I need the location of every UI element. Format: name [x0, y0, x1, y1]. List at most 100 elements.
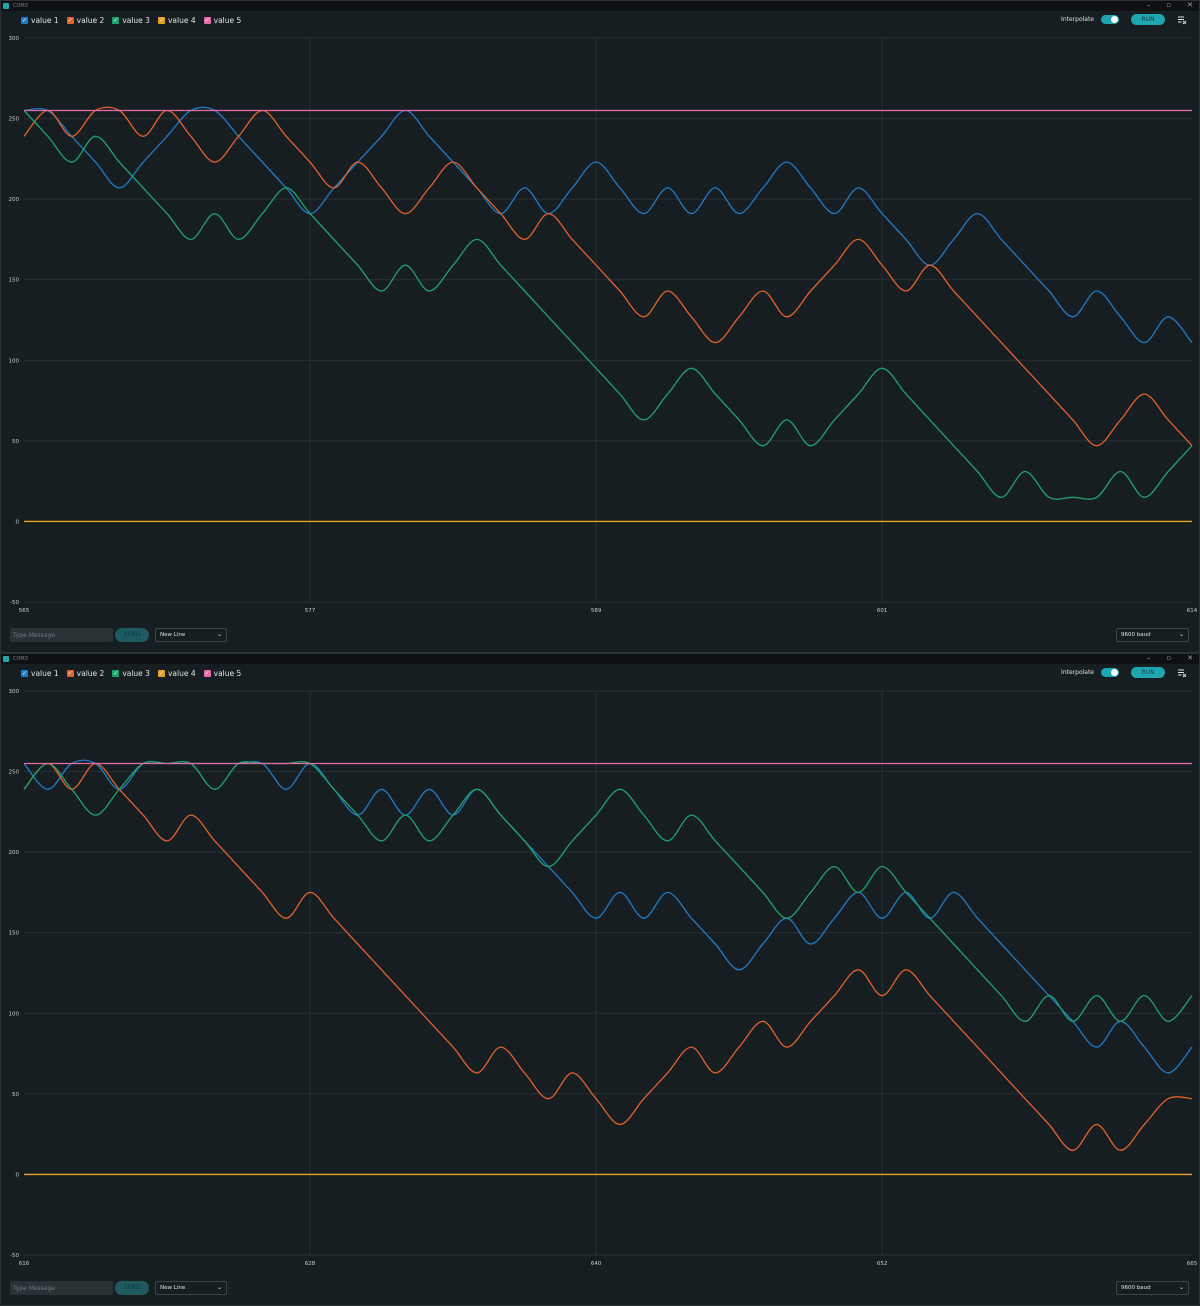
checkbox-icon: ✓ — [112, 17, 120, 24]
legend-label: value 1 — [31, 16, 59, 25]
send-button[interactable]: SEND — [115, 628, 149, 642]
chevron-down-icon: ⌄ — [216, 631, 222, 638]
title-bar: COM3 – ▫ ✕ — [1, 1, 1199, 11]
minimize-icon[interactable]: – — [1146, 654, 1151, 662]
baud-rate-value: 9600 baud — [1121, 1285, 1151, 1291]
legend-label: value 2 — [76, 16, 105, 25]
checkbox-icon: ✓ — [21, 670, 28, 677]
window-title: COM3 — [13, 3, 28, 9]
checkbox-icon: ✓ — [21, 17, 28, 24]
y-tick-label: 0 — [16, 519, 20, 525]
legend-label: value 2 — [76, 669, 105, 678]
y-tick-label: 150 — [9, 931, 20, 937]
legend-item-value-2[interactable]: ✓ value 2 — [66, 669, 105, 678]
checkbox-icon: ✓ — [112, 670, 120, 677]
window-title: COM3 — [13, 656, 28, 662]
close-icon[interactable]: ✕ — [1187, 654, 1193, 662]
baud-rate-select[interactable]: 9600 baud ⌄ — [1116, 628, 1189, 642]
message-input[interactable] — [10, 628, 113, 642]
close-icon[interactable]: ✕ — [1187, 1, 1193, 9]
y-tick-label: 300 — [9, 689, 20, 695]
series-line-value-1 — [23, 106, 1193, 344]
clear-output-icon[interactable] — [1177, 15, 1187, 25]
series-line-value-1 — [23, 759, 1193, 1074]
serial-plotter-window-1: COM3 – ▫ ✕ ✓ value 1 ✓ value 2 ✓ value 3 ✓ v… — [0, 0, 1200, 653]
baud-rate-select[interactable]: 9600 baud ⌄ — [1116, 1281, 1189, 1295]
bottom-bar: SEND New Line ⌄ 9600 baud ⌄ — [1, 626, 1199, 644]
checkbox-icon: ✓ — [203, 670, 211, 677]
legend-item-value-4[interactable]: ✓ value 4 — [157, 669, 196, 678]
series-line-value-3 — [23, 110, 1193, 500]
checkbox-icon: ✓ — [66, 670, 74, 677]
x-tick-label: 601 — [877, 608, 888, 614]
interpolate-toggle[interactable] — [1101, 15, 1119, 24]
line-ending-select[interactable]: New Line ⌄ — [155, 628, 227, 642]
legend-label: value 5 — [213, 669, 242, 678]
legend-item-value-1[interactable]: ✓ value 1 — [21, 669, 59, 678]
y-tick-label: 200 — [9, 850, 20, 856]
baud-rate-value: 9600 baud — [1121, 632, 1151, 638]
maximize-icon[interactable]: ▫ — [1166, 1, 1172, 9]
toggle-knob — [1111, 669, 1118, 676]
legend-item-value-3[interactable]: ✓ value 3 — [112, 669, 150, 678]
legend-item-value-4[interactable]: ✓ value 4 — [157, 16, 196, 25]
line-ending-value: New Line — [160, 632, 186, 638]
x-tick-label: 565 — [19, 608, 30, 614]
maximize-icon[interactable]: ▫ — [1166, 654, 1172, 662]
app-icon — [3, 656, 9, 662]
toggle-knob — [1111, 16, 1118, 23]
interpolate-toggle[interactable] — [1101, 668, 1119, 677]
legend-item-value-5[interactable]: ✓ value 5 — [203, 669, 242, 678]
serial-plotter-window-2: COM3 – ▫ ✕ ✓ value 1 ✓ value 2 ✓ value 3 ✓ v… — [0, 653, 1200, 1306]
legend: ✓ value 1 ✓ value 2 ✓ value 3 ✓ value 4 ✓ val… — [21, 669, 241, 678]
x-tick-label: 616 — [19, 1261, 30, 1267]
checkbox-icon: ✓ — [66, 17, 74, 24]
checkbox-icon: ✓ — [157, 17, 165, 24]
bottom-bar: SEND New Line ⌄ 9600 baud ⌄ — [1, 1279, 1199, 1297]
chevron-down-icon: ⌄ — [1178, 631, 1184, 638]
y-tick-label: 250 — [9, 770, 20, 776]
run-button[interactable]: RUN — [1131, 667, 1165, 678]
y-tick-label: 50 — [12, 1092, 19, 1098]
series-line-value-3 — [23, 760, 1193, 1022]
run-button[interactable]: RUN — [1131, 14, 1165, 25]
y-tick-label: 50 — [12, 439, 19, 445]
send-button[interactable]: SEND — [115, 1281, 149, 1295]
legend-item-value-3[interactable]: ✓ value 3 — [112, 16, 150, 25]
x-tick-label: 665 — [1187, 1261, 1198, 1267]
y-tick-label: 150 — [9, 278, 20, 284]
legend-label: value 4 — [167, 16, 196, 25]
x-tick-label: 589 — [591, 608, 602, 614]
series-line-value-2 — [23, 762, 1193, 1151]
clear-output-icon[interactable] — [1177, 668, 1187, 678]
y-tick-label: 300 — [9, 36, 20, 42]
legend-item-value-2[interactable]: ✓ value 2 — [66, 16, 105, 25]
y-tick-label: 100 — [9, 1011, 20, 1017]
y-tick-label: 250 — [9, 117, 20, 123]
message-input[interactable] — [10, 1281, 113, 1295]
chevron-down-icon: ⌄ — [216, 1284, 222, 1291]
minimize-icon[interactable]: – — [1146, 1, 1151, 9]
y-tick-label: 200 — [9, 197, 20, 203]
title-bar: COM3 – ▫ ✕ — [1, 654, 1199, 664]
y-tick-label: 100 — [9, 358, 20, 364]
x-tick-label: 577 — [305, 608, 316, 614]
app-icon — [3, 3, 9, 9]
legend-label: value 3 — [122, 669, 150, 678]
legend-label: value 3 — [122, 16, 150, 25]
y-tick-label: -50 — [10, 600, 19, 606]
checkbox-icon: ✓ — [157, 670, 165, 677]
y-tick-label: -50 — [10, 1253, 19, 1259]
x-tick-label: 640 — [591, 1261, 602, 1267]
interpolate-label: Interpolate — [1061, 669, 1094, 676]
y-tick-label: 0 — [16, 1172, 20, 1178]
legend-item-value-1[interactable]: ✓ value 1 — [21, 16, 59, 25]
line-ending-select[interactable]: New Line ⌄ — [155, 1281, 227, 1295]
line-ending-value: New Line — [160, 1285, 186, 1291]
series-line-value-2 — [23, 106, 1193, 447]
legend-item-value-5[interactable]: ✓ value 5 — [203, 16, 241, 25]
legend-label: value 1 — [31, 669, 59, 678]
x-tick-label: 614 — [1187, 608, 1198, 614]
